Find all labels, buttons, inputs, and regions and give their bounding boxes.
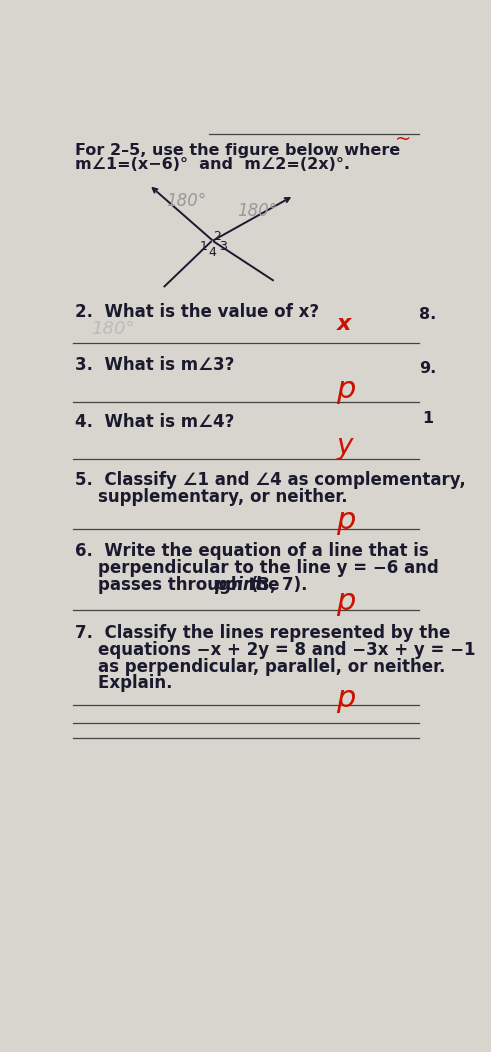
Text: p: p: [336, 506, 356, 534]
Text: 7.  Classify the lines represented by the: 7. Classify the lines represented by the: [75, 624, 451, 642]
Text: m∠1=(x−6)°  and  m∠2=(2x)°.: m∠1=(x−6)° and m∠2=(2x)°.: [75, 157, 350, 173]
Text: supplementary, or neither.: supplementary, or neither.: [75, 488, 348, 506]
Text: 5.  Classify ∠1 and ∠4 as complementary,: 5. Classify ∠1 and ∠4 as complementary,: [75, 471, 466, 489]
Text: p: p: [336, 587, 356, 615]
Text: 2.  What is the value of x?: 2. What is the value of x?: [75, 303, 320, 321]
Text: 3.  What is m∠3?: 3. What is m∠3?: [75, 356, 235, 373]
Text: passes through the: passes through the: [75, 575, 286, 594]
Text: 1: 1: [422, 411, 433, 426]
Text: perpendicular to the line y = −6 and: perpendicular to the line y = −6 and: [75, 559, 439, 576]
Text: p: p: [336, 684, 356, 712]
Text: 180°: 180°: [237, 202, 277, 220]
Text: y: y: [336, 432, 353, 460]
Text: 180°: 180°: [91, 320, 135, 339]
Text: point: point: [214, 575, 263, 594]
Text: 6.  Write the equation of a line that is: 6. Write the equation of a line that is: [75, 542, 429, 560]
Text: For 2–5, use the figure below where: For 2–5, use the figure below where: [75, 143, 401, 158]
Text: Explain.: Explain.: [75, 674, 173, 692]
Text: p: p: [336, 375, 356, 404]
Text: as perpendicular, parallel, or neither.: as perpendicular, parallel, or neither.: [75, 658, 446, 675]
Text: 2: 2: [213, 230, 221, 243]
Text: 1: 1: [199, 240, 207, 254]
Text: 3: 3: [218, 240, 226, 254]
Text: 4.  What is m∠4?: 4. What is m∠4?: [75, 412, 235, 430]
Text: 8.: 8.: [419, 307, 436, 322]
Text: 180°: 180°: [166, 193, 206, 210]
Text: 4: 4: [209, 245, 217, 259]
Text: (3, 7).: (3, 7).: [245, 575, 307, 594]
Text: equations −x + 2y = 8 and −3x + y = −1: equations −x + 2y = 8 and −3x + y = −1: [75, 641, 476, 659]
Text: x: x: [336, 315, 351, 335]
Text: 9.: 9.: [419, 361, 436, 376]
Text: ~: ~: [395, 130, 411, 149]
